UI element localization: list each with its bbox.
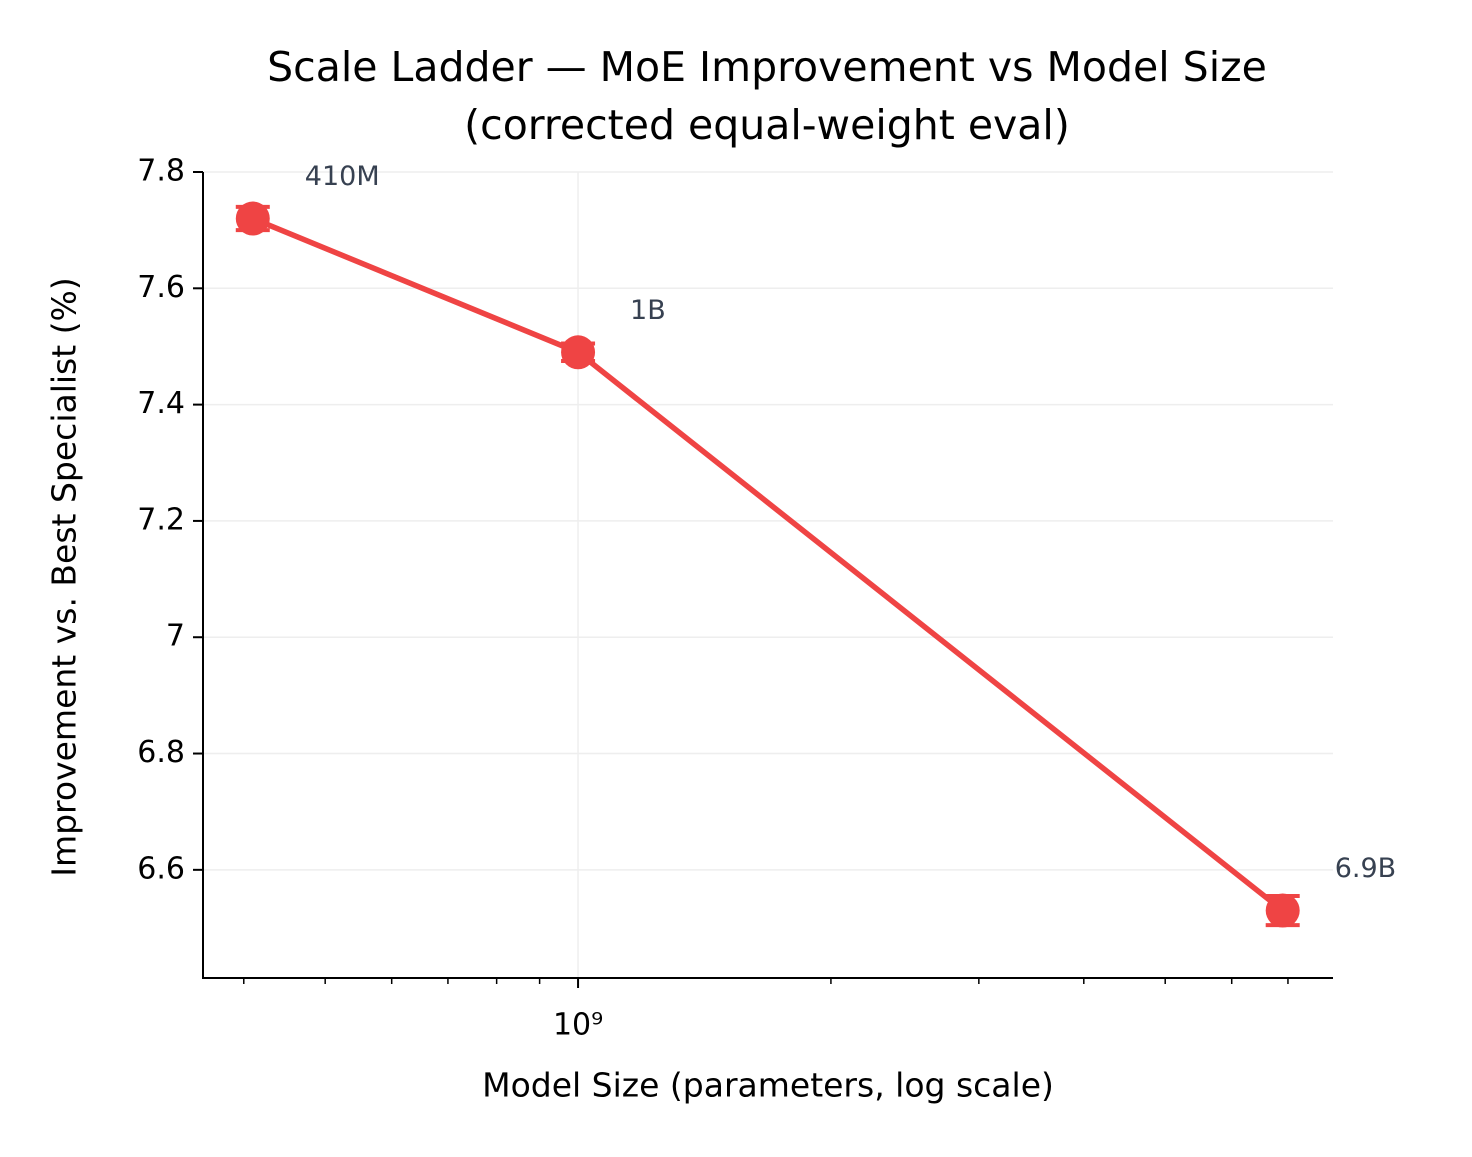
chart-subtitle: (corrected equal-weight eval) xyxy=(464,101,1070,149)
y-tick-label: 7.8 xyxy=(137,154,185,189)
y-tick-label: 7.2 xyxy=(137,502,185,537)
data-line xyxy=(251,215,1285,913)
data-point xyxy=(561,335,596,370)
y-tick-label: 7.4 xyxy=(137,386,185,421)
x-axis-label: Model Size (parameters, log scale) xyxy=(482,1066,1054,1105)
y-tick-label: 6.8 xyxy=(137,735,185,770)
point-label: 1B xyxy=(630,295,666,326)
point-label: 410M xyxy=(305,161,380,192)
y-tick-label: 7 xyxy=(166,619,185,654)
y-axis-label: Improvement vs. Best Specialist (%) xyxy=(45,277,84,877)
data-point xyxy=(235,201,270,236)
x-tick-label: 10⁹ xyxy=(553,1008,603,1043)
y-tick-label: 6.6 xyxy=(137,851,185,886)
y-tick-label: 7.6 xyxy=(137,270,185,305)
chart-title: Scale Ladder — MoE Improvement vs Model … xyxy=(267,43,1267,91)
data-point xyxy=(1265,893,1300,928)
point-label: 6.9B xyxy=(1335,853,1396,884)
